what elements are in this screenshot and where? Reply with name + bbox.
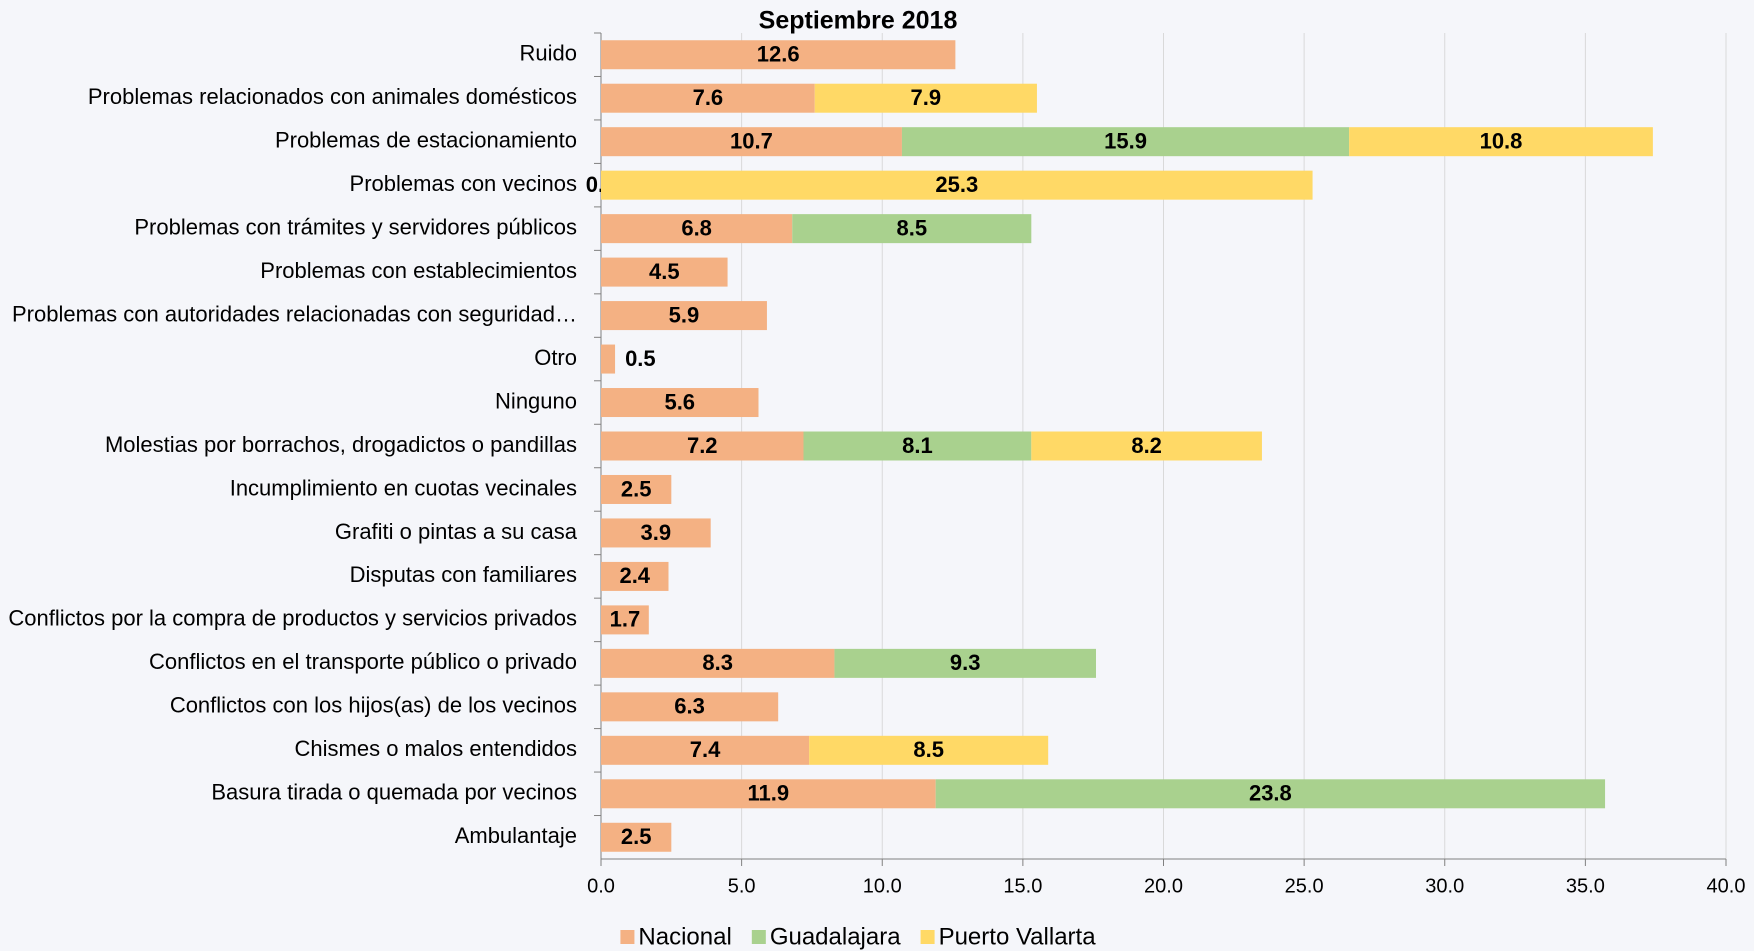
value-label: 12.6 [757, 42, 800, 67]
legend-swatch [620, 930, 635, 944]
category-label: Ruido [520, 41, 577, 66]
bar-segment [601, 518, 711, 548]
bar-segment [601, 648, 835, 678]
value-label: 10.8 [1480, 128, 1523, 153]
bar-segment [601, 40, 956, 70]
bar-segment [601, 257, 728, 287]
value-label: 9.3 [950, 650, 981, 675]
value-label: 5.9 [669, 302, 700, 327]
value-label: 8.5 [913, 737, 944, 762]
category-label: Molestias por borrachos, drogadictos o p… [105, 432, 577, 457]
category-label: Conflictos en el transporte público o pr… [149, 649, 577, 674]
bar-segment [1349, 127, 1653, 157]
legend-label: Puerto Vallarta [939, 923, 1097, 950]
value-label: 7.6 [693, 85, 724, 110]
value-label: 1.7 [610, 607, 641, 632]
value-label: 6.3 [674, 694, 705, 719]
bar-segment [601, 474, 672, 504]
x-tick-label: 30.0 [1425, 875, 1464, 897]
bar-segment [814, 83, 1037, 113]
x-tick-label: 20.0 [1144, 875, 1183, 897]
category-label: Ninguno [495, 388, 577, 413]
value-label: 8.5 [896, 215, 927, 240]
category-label: Problemas con establecimientos [260, 258, 577, 283]
bar-segment [601, 83, 815, 113]
category-label: Problemas relacionados con animales domé… [88, 84, 577, 109]
x-tick-label: 40.0 [1707, 875, 1746, 897]
bar-segment [809, 735, 1049, 765]
value-label: 5.6 [664, 389, 695, 414]
x-tick-label: 10.0 [863, 875, 902, 897]
x-tick-label: 25.0 [1285, 875, 1324, 897]
bar-segment [1031, 431, 1262, 461]
category-label: Chismes o malos entendidos [295, 736, 577, 761]
category-label: Conflictos por la compra de productos y … [8, 606, 577, 631]
x-tick-label: 15.0 [1003, 875, 1042, 897]
bar-segment [601, 735, 810, 765]
chart-title: Septiembre 2018 [759, 7, 958, 35]
value-label: 4.5 [649, 259, 680, 284]
category-label: Otro [534, 345, 577, 370]
category-label: Ambulantaje [455, 823, 577, 848]
legend-label: Nacional [638, 923, 731, 950]
value-label: 3.9 [641, 520, 672, 545]
bar-segment [601, 388, 759, 418]
category-label: Problemas de estacionamiento [275, 127, 577, 152]
value-label: 7.4 [690, 737, 721, 762]
bar-segment [834, 648, 1096, 678]
legend-swatch [751, 930, 766, 944]
category-label: Grafiti o pintas a su casa [335, 519, 578, 544]
bar-segment [601, 605, 649, 635]
category-label: Incumplimiento en cuotas vecinales [230, 475, 577, 500]
bar-segment [601, 301, 767, 331]
x-tick-label: 35.0 [1566, 875, 1605, 897]
category-label: Disputas con familiares [350, 562, 577, 587]
bar-segment [935, 779, 1606, 809]
legend-label: Guadalajara [770, 923, 901, 950]
category-label: Problemas con trámites y servidores públ… [134, 214, 577, 239]
category-label: Conflictos con los hijos(as) de los veci… [170, 693, 577, 718]
value-label: 7.9 [911, 85, 942, 110]
bar-segment [601, 692, 779, 722]
category-label: Problemas con vecinos [350, 171, 577, 196]
category-label: Basura tirada o quemada por vecinos [211, 780, 577, 805]
value-label: 23.8 [1249, 781, 1292, 806]
value-label: 10.7 [730, 128, 773, 153]
value-label: 8.1 [902, 433, 933, 458]
bar-segment [901, 127, 1350, 157]
category-label: Problemas con autoridades relacionadas c… [12, 301, 577, 326]
value-label: 25.3 [935, 172, 978, 197]
value-label: 0.5 [625, 346, 656, 371]
legend-swatch [920, 930, 935, 944]
value-label: 8.2 [1131, 433, 1162, 458]
bar-segment [601, 127, 902, 157]
bar-segment [803, 431, 1032, 461]
bar-segment [601, 779, 936, 809]
x-tick-label: 0.0 [587, 875, 615, 897]
value-label: 2.5 [621, 476, 652, 501]
value-label: 11.9 [748, 781, 790, 806]
bar-segment [601, 431, 804, 461]
bar-segment [601, 561, 669, 591]
bar-segment [792, 214, 1032, 244]
bar-segment [601, 344, 616, 374]
value-label: 15.9 [1104, 128, 1147, 153]
value-label: 8.3 [702, 650, 733, 675]
bar-segment [601, 170, 1313, 200]
value-label: 6.8 [681, 215, 712, 240]
bar-segment [601, 214, 793, 244]
value-label: 7.2 [687, 433, 718, 458]
bar-segment [601, 822, 672, 852]
x-tick-label: 5.0 [728, 875, 756, 897]
value-label: 2.5 [621, 824, 652, 849]
value-label: 2.4 [619, 563, 650, 588]
